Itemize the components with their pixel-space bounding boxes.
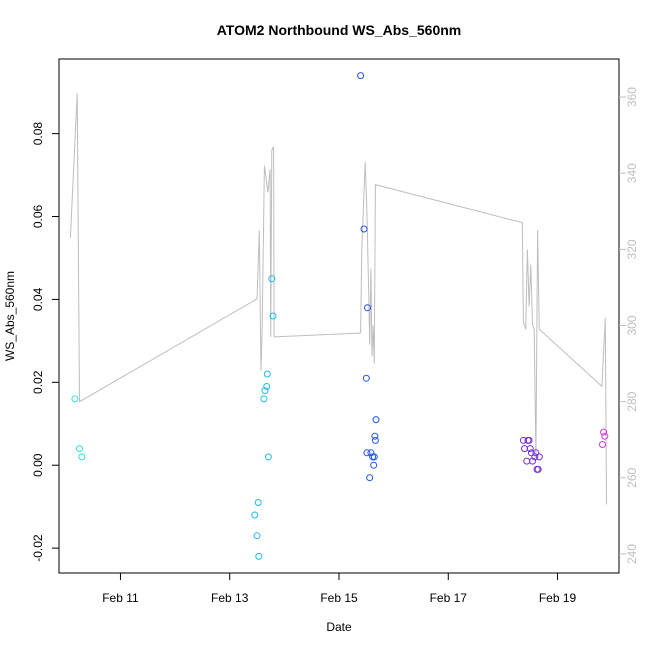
y-tick-label: 0.00 — [31, 453, 45, 477]
data-point — [363, 449, 371, 457]
x-tick-label: Feb 19 — [539, 591, 577, 605]
y-axis-label: WS_Abs_560nm — [3, 271, 17, 361]
data-point — [532, 449, 540, 457]
y-axis-left: -0.02 0.00 0.02 0.04 0.06 0.08 — [31, 122, 59, 562]
data-point — [525, 436, 533, 444]
data-point — [268, 275, 276, 283]
line-series-group — [69, 93, 607, 505]
data-point — [370, 453, 378, 461]
y-axis-right: 240 260 280 300 320 340 360 — [619, 87, 639, 564]
y2-tick-label: 240 — [625, 544, 639, 564]
data-point — [367, 449, 375, 457]
points-group — [71, 72, 609, 560]
y2-tick-label: 320 — [625, 239, 639, 259]
data-point — [366, 474, 374, 482]
data-point — [521, 445, 528, 453]
data-point — [523, 457, 531, 465]
data-point — [600, 428, 608, 436]
y-tick-label: 0.08 — [31, 122, 45, 146]
data-point — [251, 511, 259, 519]
data-point — [71, 395, 79, 403]
data-point — [260, 395, 268, 403]
y-tick-label: 0.06 — [31, 204, 45, 228]
data-point — [526, 445, 534, 453]
y-tick-label: 0.02 — [31, 370, 45, 394]
data-point — [535, 453, 543, 461]
data-point — [527, 449, 535, 457]
data-point — [371, 432, 379, 440]
data-point — [263, 370, 271, 378]
y2-tick-label: 260 — [625, 467, 639, 487]
x-tick-label: Feb 13 — [211, 591, 249, 605]
data-point — [534, 465, 542, 473]
data-point — [364, 304, 371, 312]
x-tick-label: Feb 11 — [102, 591, 139, 605]
line-series — [69, 93, 607, 505]
data-point — [362, 374, 370, 382]
data-point — [372, 416, 380, 424]
data-point — [253, 532, 261, 540]
data-point — [360, 225, 368, 233]
x-tick-label: Feb 15 — [320, 591, 358, 605]
data-point — [255, 552, 263, 560]
y2-tick-label: 340 — [625, 163, 639, 183]
data-point — [370, 461, 378, 469]
y2-tick-label: 300 — [625, 315, 639, 335]
x-tick-label: Feb 17 — [430, 591, 468, 605]
data-point — [269, 312, 277, 320]
data-point — [531, 453, 539, 461]
y-tick-label: 0.04 — [31, 287, 45, 311]
data-point — [76, 445, 83, 453]
y2-tick-label: 360 — [625, 87, 639, 107]
chart-title: ATOM2 Northbound WS_Abs_560nm — [217, 22, 462, 38]
data-point — [357, 72, 365, 80]
data-point — [371, 436, 379, 444]
y-tick-label: -0.02 — [31, 534, 45, 562]
x-axis-label: Date — [326, 620, 352, 634]
y2-tick-label: 280 — [625, 391, 639, 411]
data-point — [264, 453, 272, 461]
plot-area — [58, 58, 620, 574]
data-point — [599, 441, 606, 448]
data-point — [78, 453, 86, 461]
x-axis: Feb 11 Feb 13 Feb 15 Feb 17 Feb 19 — [102, 573, 577, 605]
data-point — [601, 432, 609, 440]
data-point — [263, 383, 271, 390]
data-point — [254, 499, 262, 506]
data-point — [261, 387, 269, 395]
data-point — [529, 457, 536, 465]
